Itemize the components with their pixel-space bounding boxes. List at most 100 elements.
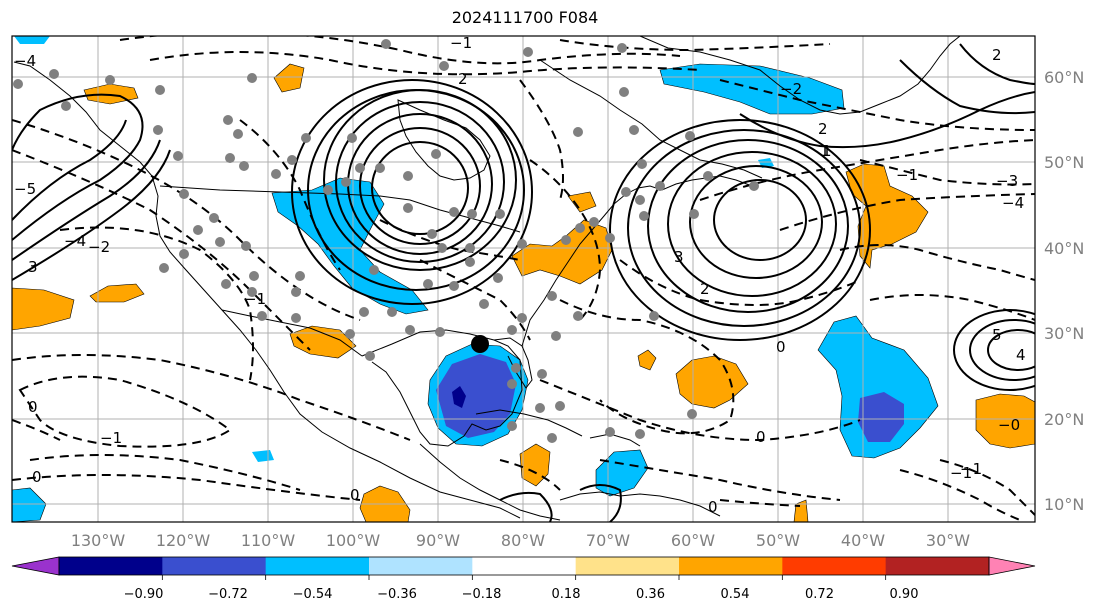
contour-label: −1	[896, 166, 918, 184]
lon-label: 130°W	[71, 531, 126, 550]
contour-label: −3	[996, 172, 1018, 190]
lon-label: 120°W	[156, 531, 211, 550]
contour-label: 1	[820, 142, 830, 160]
contour-label: −2	[88, 238, 110, 256]
contour-label: 0	[756, 428, 766, 446]
colorbar-ticks	[161, 575, 887, 580]
contour-label: −1	[244, 290, 266, 308]
map-layers: −1 −2 3 −4 −1 2 −3 −4 −1 0 0 −1 1 2 −2 −…	[12, 34, 1035, 522]
colorbar-segment	[472, 557, 577, 575]
solid-contours	[12, 43, 1035, 522]
contour-label: −4	[64, 232, 86, 250]
shade-gulf-navy	[452, 386, 466, 408]
colorbar-tick-label: 0.18	[552, 587, 581, 602]
lat-label: 40°N	[1044, 239, 1084, 258]
contour-label: −2	[780, 80, 802, 98]
lon-label: 60°W	[671, 531, 715, 550]
contour-label: 2	[992, 46, 1002, 64]
colorbar-segments	[59, 557, 990, 575]
colorbar-segment	[782, 557, 887, 575]
shade-pacific-blue	[12, 487, 47, 522]
colorbar-labels: −0.90 −0.72 −0.54 −0.36 −0.18 0.18 0.36 …	[124, 587, 919, 602]
lon-label: 50°W	[756, 531, 800, 550]
contour-labels: −1 −2 3 −4 −1 2 −3 −4 −1 0 0 −1 1 2 −2 −…	[14, 34, 1026, 516]
contour-label: 2	[458, 70, 468, 88]
border-us-canada	[159, 185, 521, 233]
colorbar-frame	[58, 556, 990, 576]
colorbar-segment	[265, 557, 370, 575]
contour-label: 0	[350, 486, 360, 504]
contour-label: 0	[776, 338, 786, 356]
lat-label: 10°N	[1044, 495, 1084, 514]
coast-labrador	[539, 59, 763, 179]
shade-orange-7	[567, 191, 597, 213]
contour-label: −4	[1002, 194, 1024, 212]
contour-label: 5	[992, 326, 1002, 344]
border-us-mexico	[221, 309, 363, 357]
lat-label: 50°N	[1044, 153, 1084, 172]
colorbar-segment	[369, 557, 473, 575]
contour-label: 3	[674, 248, 684, 266]
coast-central-america	[419, 443, 561, 521]
colorbar-segment	[162, 557, 267, 575]
contour-label: −1	[950, 464, 972, 482]
colorbar-tick-label: −0.36	[377, 587, 417, 602]
contour-label: 2	[700, 280, 710, 298]
contour-label: −4	[14, 52, 36, 70]
colorbar-segment	[59, 557, 163, 575]
map-frame	[11, 35, 1036, 523]
shade-caribbean-blue	[595, 449, 649, 497]
contour-label: −1	[960, 460, 982, 478]
contour-label: 0	[32, 468, 42, 486]
contour-label: 3	[28, 258, 38, 276]
shade-orange-4	[89, 283, 145, 303]
shade-atlantic-darkblue	[858, 392, 904, 442]
contour-label: 1	[822, 142, 832, 160]
lon-label: 90°W	[416, 531, 460, 550]
shade-orange-14	[793, 499, 809, 522]
coast-hudson-bay	[397, 99, 491, 181]
colorbar-extend-right	[988, 556, 1036, 576]
shade-small-blue-2	[252, 450, 274, 462]
coast-cuba	[475, 409, 583, 437]
colorbar-tick-label: −0.72	[208, 587, 248, 602]
shade-orange-11	[519, 443, 551, 487]
colorbar-segment	[575, 557, 680, 575]
colorbar-tick-label: −0.90	[124, 587, 164, 602]
contour-label: 2	[818, 120, 828, 138]
contour-label: −1	[100, 429, 122, 447]
shade-orange-10	[975, 393, 1035, 449]
contour-label: 4	[1016, 346, 1026, 364]
shade-gulf-darkblue	[436, 354, 516, 438]
contour-label: 0	[28, 398, 38, 416]
colorbar-tick-label: 0.90	[890, 587, 919, 602]
lat-label: 30°N	[1044, 324, 1084, 343]
colorbar-segment	[679, 557, 783, 575]
coast-south-america	[559, 491, 721, 517]
shade-orange-13	[637, 349, 657, 371]
colorbar-tick-label: −0.54	[293, 587, 333, 602]
contour-label: −1	[450, 34, 472, 52]
lat-label: 60°N	[1044, 68, 1084, 87]
shade-topleft-blue	[14, 36, 50, 44]
coast-greenland	[639, 36, 961, 115]
contour-label: −0	[998, 416, 1020, 434]
lat-label: 20°N	[1044, 410, 1084, 429]
shade-atlantic-blue	[817, 315, 939, 459]
lon-label: 100°W	[326, 531, 381, 550]
coast-west-north-america	[13, 61, 521, 519]
contour-label: −5	[14, 180, 36, 198]
colorbar-segment	[885, 557, 990, 575]
graticule	[12, 36, 1035, 522]
coast-hispaniola	[589, 433, 641, 447]
coast-florida	[493, 337, 533, 389]
lon-label: 110°W	[241, 531, 296, 550]
colorbar-tick-label: 0.54	[721, 587, 750, 602]
longitude-labels: 130°W 120°W 110°W 100°W 90°W 80°W 70°W 6…	[71, 531, 970, 550]
lon-label: 40°W	[841, 531, 885, 550]
lon-label: 80°W	[501, 531, 545, 550]
colorbar-tick-label: 0.36	[636, 587, 665, 602]
coast-gulf	[361, 329, 523, 447]
map-title: 2024111700 F084	[451, 8, 599, 27]
